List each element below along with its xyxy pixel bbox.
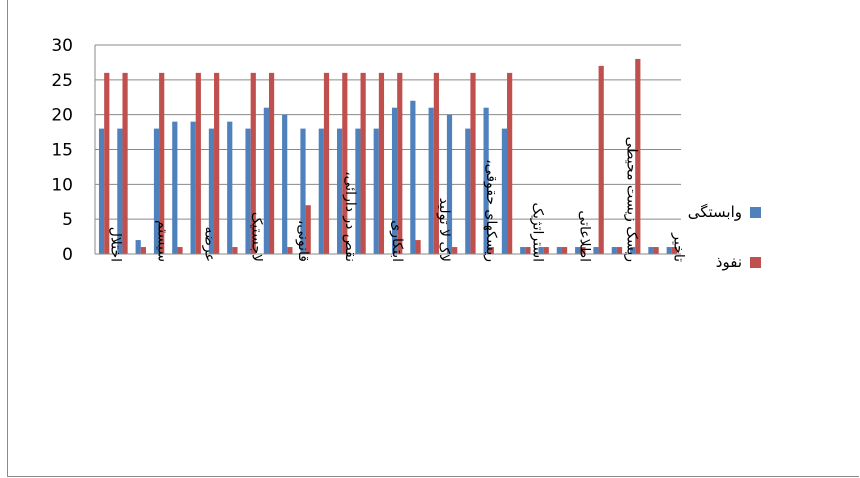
bar-vabastegi bbox=[245, 128, 251, 254]
bar-vabastegi bbox=[373, 128, 379, 254]
bar-nofuz bbox=[104, 72, 110, 254]
bar-nofuz bbox=[140, 247, 146, 254]
bar-vabastegi bbox=[135, 240, 141, 254]
x-tick-label: استراتژیک bbox=[530, 202, 546, 262]
bar-vabastegi bbox=[318, 128, 324, 254]
bar-nofuz bbox=[580, 247, 586, 254]
y-tick-label: 30 bbox=[51, 36, 73, 56]
bar-nofuz bbox=[195, 72, 201, 254]
x-tick-label: اطلاعاتی bbox=[577, 210, 593, 262]
y-tick-label: 0 bbox=[62, 245, 73, 265]
bar-nofuz bbox=[323, 72, 330, 254]
x-tick-label: لاک لا تولید bbox=[436, 198, 452, 262]
bar-nofuz bbox=[214, 72, 220, 254]
bar-vabastegi bbox=[648, 247, 654, 254]
x-tick-label: تاخیر bbox=[670, 232, 686, 262]
bar-nofuz bbox=[543, 247, 549, 254]
bar-nofuz bbox=[525, 247, 531, 254]
bar-nofuz bbox=[250, 72, 256, 254]
bar-vabastegi bbox=[611, 247, 617, 254]
bar-nofuz bbox=[507, 72, 513, 254]
bar-nofuz bbox=[598, 65, 604, 255]
bar-vabastegi bbox=[208, 128, 215, 254]
legend-label: وابستگی bbox=[688, 203, 742, 221]
y-tick-label: 20 bbox=[51, 106, 73, 126]
x-tick-label: ریسک زیست محیطی bbox=[623, 137, 639, 262]
y-tick-label: 15 bbox=[51, 141, 73, 161]
bar-vabastegi bbox=[666, 247, 672, 254]
bar-nofuz bbox=[616, 247, 623, 254]
legend-swatch bbox=[750, 257, 761, 268]
bar-nofuz bbox=[415, 240, 421, 254]
bar-vabastegi bbox=[483, 107, 489, 254]
bar-vabastegi bbox=[117, 128, 123, 254]
bar-nofuz bbox=[488, 247, 494, 254]
bar-vabastegi bbox=[172, 121, 178, 254]
bar-vabastegi bbox=[263, 107, 269, 254]
bar-vabastegi bbox=[153, 128, 160, 254]
bar-nofuz bbox=[360, 72, 366, 254]
bar-vabastegi bbox=[556, 247, 562, 254]
legend-label: نفوذ bbox=[716, 253, 742, 271]
bar-vabastegi bbox=[190, 121, 196, 254]
bar-nofuz bbox=[232, 247, 238, 254]
bar-nofuz bbox=[671, 247, 678, 254]
x-tick-label: لاجستیک bbox=[248, 212, 264, 262]
bar-nofuz bbox=[159, 72, 165, 254]
bar-vabastegi bbox=[391, 107, 398, 254]
bar-nofuz bbox=[122, 72, 128, 254]
bar-vabastegi bbox=[446, 114, 453, 255]
x-tick-label: سیستم bbox=[155, 220, 171, 262]
bar-vabastegi bbox=[630, 247, 636, 254]
y-tick-label: 5 bbox=[62, 210, 73, 230]
bar-vabastegi bbox=[282, 114, 288, 255]
y-tick-label: 10 bbox=[51, 175, 73, 195]
bar-vabastegi bbox=[337, 128, 343, 254]
bar-nofuz bbox=[470, 72, 476, 254]
x-tick-label: اختلال bbox=[108, 227, 124, 262]
bar-vabastegi bbox=[428, 107, 434, 254]
bar-vabastegi bbox=[410, 100, 416, 254]
bar-nofuz bbox=[433, 72, 439, 254]
bar-vabastegi bbox=[593, 247, 599, 254]
bar-nofuz bbox=[177, 247, 183, 254]
bar-nofuz bbox=[378, 72, 385, 254]
x-tick-label: عرضه bbox=[201, 227, 217, 262]
x-tick-label: نقص در دارائی، bbox=[342, 171, 358, 262]
y-tick-label: 25 bbox=[51, 71, 73, 91]
bar-vabastegi bbox=[575, 247, 581, 254]
bar-nofuz bbox=[287, 247, 293, 254]
bar-vabastegi bbox=[465, 128, 471, 254]
bar-vabastegi bbox=[355, 128, 361, 254]
bar-vabastegi bbox=[520, 247, 526, 254]
legend-swatch bbox=[750, 207, 761, 218]
bar-nofuz bbox=[342, 72, 348, 254]
bar-vabastegi bbox=[300, 128, 306, 254]
bar-vabastegi bbox=[538, 247, 544, 254]
bar-nofuz bbox=[635, 58, 641, 254]
bar-nofuz bbox=[452, 247, 458, 254]
bar-nofuz bbox=[653, 247, 659, 254]
bar-vabastegi bbox=[98, 128, 105, 254]
chart-frame bbox=[7, 0, 859, 477]
bar-nofuz bbox=[305, 205, 311, 254]
x-tick-label: قانونی، bbox=[295, 220, 311, 262]
x-tick-label: ابتکاری bbox=[389, 220, 405, 262]
bar-vabastegi bbox=[501, 128, 508, 254]
bar-nofuz bbox=[397, 72, 403, 254]
bar-vabastegi bbox=[227, 121, 233, 254]
bar-nofuz bbox=[561, 247, 568, 254]
x-tick-label: ریسکهای حقوقی، bbox=[483, 159, 499, 262]
bar-nofuz bbox=[268, 72, 275, 254]
